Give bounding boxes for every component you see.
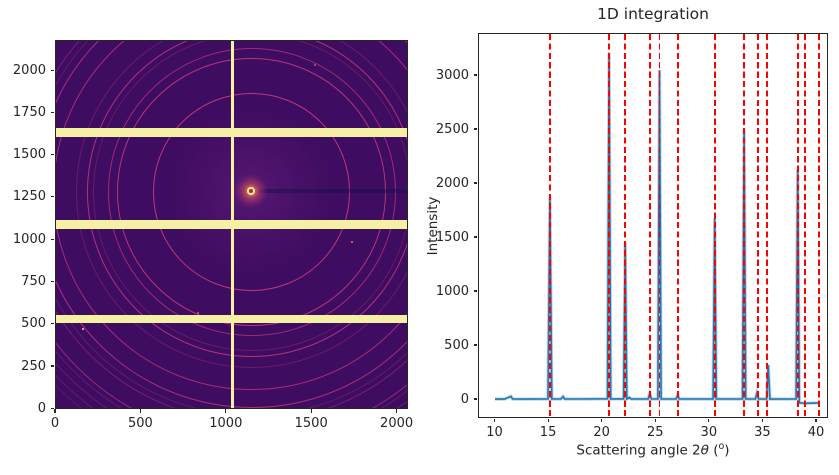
x-axis-label-text: Scattering angle 2	[576, 442, 701, 459]
x-axis-label: Scattering angle 2θ (o)	[478, 441, 828, 459]
y-tick-label: 1500	[435, 229, 469, 245]
y-tick-mark	[50, 69, 55, 71]
y-tick-mark	[50, 111, 55, 113]
y-tick-mark	[473, 236, 478, 238]
module-gap-column	[231, 41, 235, 408]
y-tick-mark	[473, 74, 478, 76]
y-tick-label: 2500	[435, 121, 469, 137]
y-tick-mark	[473, 128, 478, 130]
x-tick-mark	[139, 409, 141, 413]
y-tick-mark	[50, 323, 55, 325]
y-tick-label: 1000	[435, 283, 469, 299]
intensity-curve-line	[495, 52, 819, 405]
peak-reference-line	[714, 33, 717, 417]
y-tick-label: 0	[460, 391, 469, 407]
y-tick-label: 3000	[435, 67, 469, 83]
x-tick-mark	[310, 409, 312, 413]
degree-superscript: o	[718, 441, 725, 452]
peak-reference-line	[757, 33, 759, 417]
hot-pixel	[197, 312, 199, 314]
hot-pixel	[82, 328, 84, 330]
x-tick-label: 0	[50, 415, 60, 431]
hot-pixel	[314, 64, 316, 66]
x-tick-label: 30	[700, 425, 718, 440]
x-tick-mark	[601, 418, 603, 423]
peak-reference-line	[818, 33, 821, 417]
y-tick-label: 750	[21, 273, 46, 289]
x-tick-label: 1000	[209, 415, 243, 431]
y-tick-label: 1500	[12, 147, 46, 163]
y-tick-mark	[50, 238, 55, 240]
x-tick-label: 40	[807, 425, 825, 440]
y-tick-label: 1750	[12, 104, 46, 120]
peak-reference-line	[804, 33, 807, 417]
y-tick-label: 2000	[12, 62, 46, 78]
x-tick-mark	[815, 418, 817, 423]
y-tick-mark	[50, 196, 55, 198]
peak-reference-line	[676, 33, 679, 417]
y-tick-mark	[50, 365, 55, 367]
x-tick-mark	[54, 409, 56, 413]
peak-reference-line	[648, 33, 651, 417]
y-tick-label: 2000	[435, 175, 469, 191]
x-tick-mark	[493, 418, 496, 423]
peak-reference-line	[549, 33, 552, 417]
y-tick-mark	[473, 344, 478, 346]
x-tick-mark	[761, 418, 763, 423]
x-tick-label: 1500	[294, 415, 328, 431]
detector-image-plot	[55, 40, 408, 409]
intensity-curve	[495, 52, 819, 405]
y-tick-mark	[473, 398, 478, 400]
x-tick-label: 25	[646, 425, 664, 440]
x-tick-label: 2000	[380, 415, 414, 431]
y-axis-label: Intensity	[425, 196, 441, 256]
x-tick-mark	[396, 409, 398, 413]
hot-pixel	[351, 241, 353, 243]
y-tick-label: 1250	[12, 189, 46, 205]
peak-reference-line	[608, 33, 610, 417]
y-tick-label: 500	[444, 337, 469, 353]
y-tick-mark	[50, 280, 55, 283]
x-axis-label-paren-close: )	[724, 442, 730, 459]
peak-reference-line	[796, 33, 799, 417]
y-tick-mark	[473, 290, 478, 292]
x-tick-mark	[547, 418, 549, 423]
peak-reference-line	[766, 33, 769, 417]
peak-reference-line	[658, 33, 661, 417]
peak-reference-line	[743, 33, 746, 417]
y-tick-label: 250	[21, 358, 46, 374]
x-tick-mark	[708, 418, 710, 423]
plot-title: 1D integration	[597, 5, 709, 23]
y-tick-label: 0	[37, 400, 46, 416]
integration-plot	[478, 32, 828, 418]
x-axis-label-paren: (	[708, 442, 719, 459]
peak-reference-line	[624, 33, 627, 417]
y-tick-mark	[50, 407, 55, 409]
y-tick-mark	[473, 182, 478, 184]
beamstop-shadow-streak	[258, 188, 407, 194]
x-tick-label: 35	[754, 425, 771, 440]
y-tick-mark	[50, 154, 55, 156]
x-tick-label: 15	[539, 425, 557, 440]
x-tick-mark	[225, 409, 227, 413]
x-tick-label: 20	[593, 425, 610, 440]
x-tick-mark	[654, 418, 656, 423]
beam-center-marker	[246, 187, 255, 195]
y-tick-label: 1000	[12, 231, 46, 247]
x-tick-label: 10	[486, 425, 503, 440]
theta-symbol: θ	[700, 442, 709, 459]
x-tick-label: 500	[127, 415, 153, 431]
y-tick-label: 500	[21, 316, 46, 332]
